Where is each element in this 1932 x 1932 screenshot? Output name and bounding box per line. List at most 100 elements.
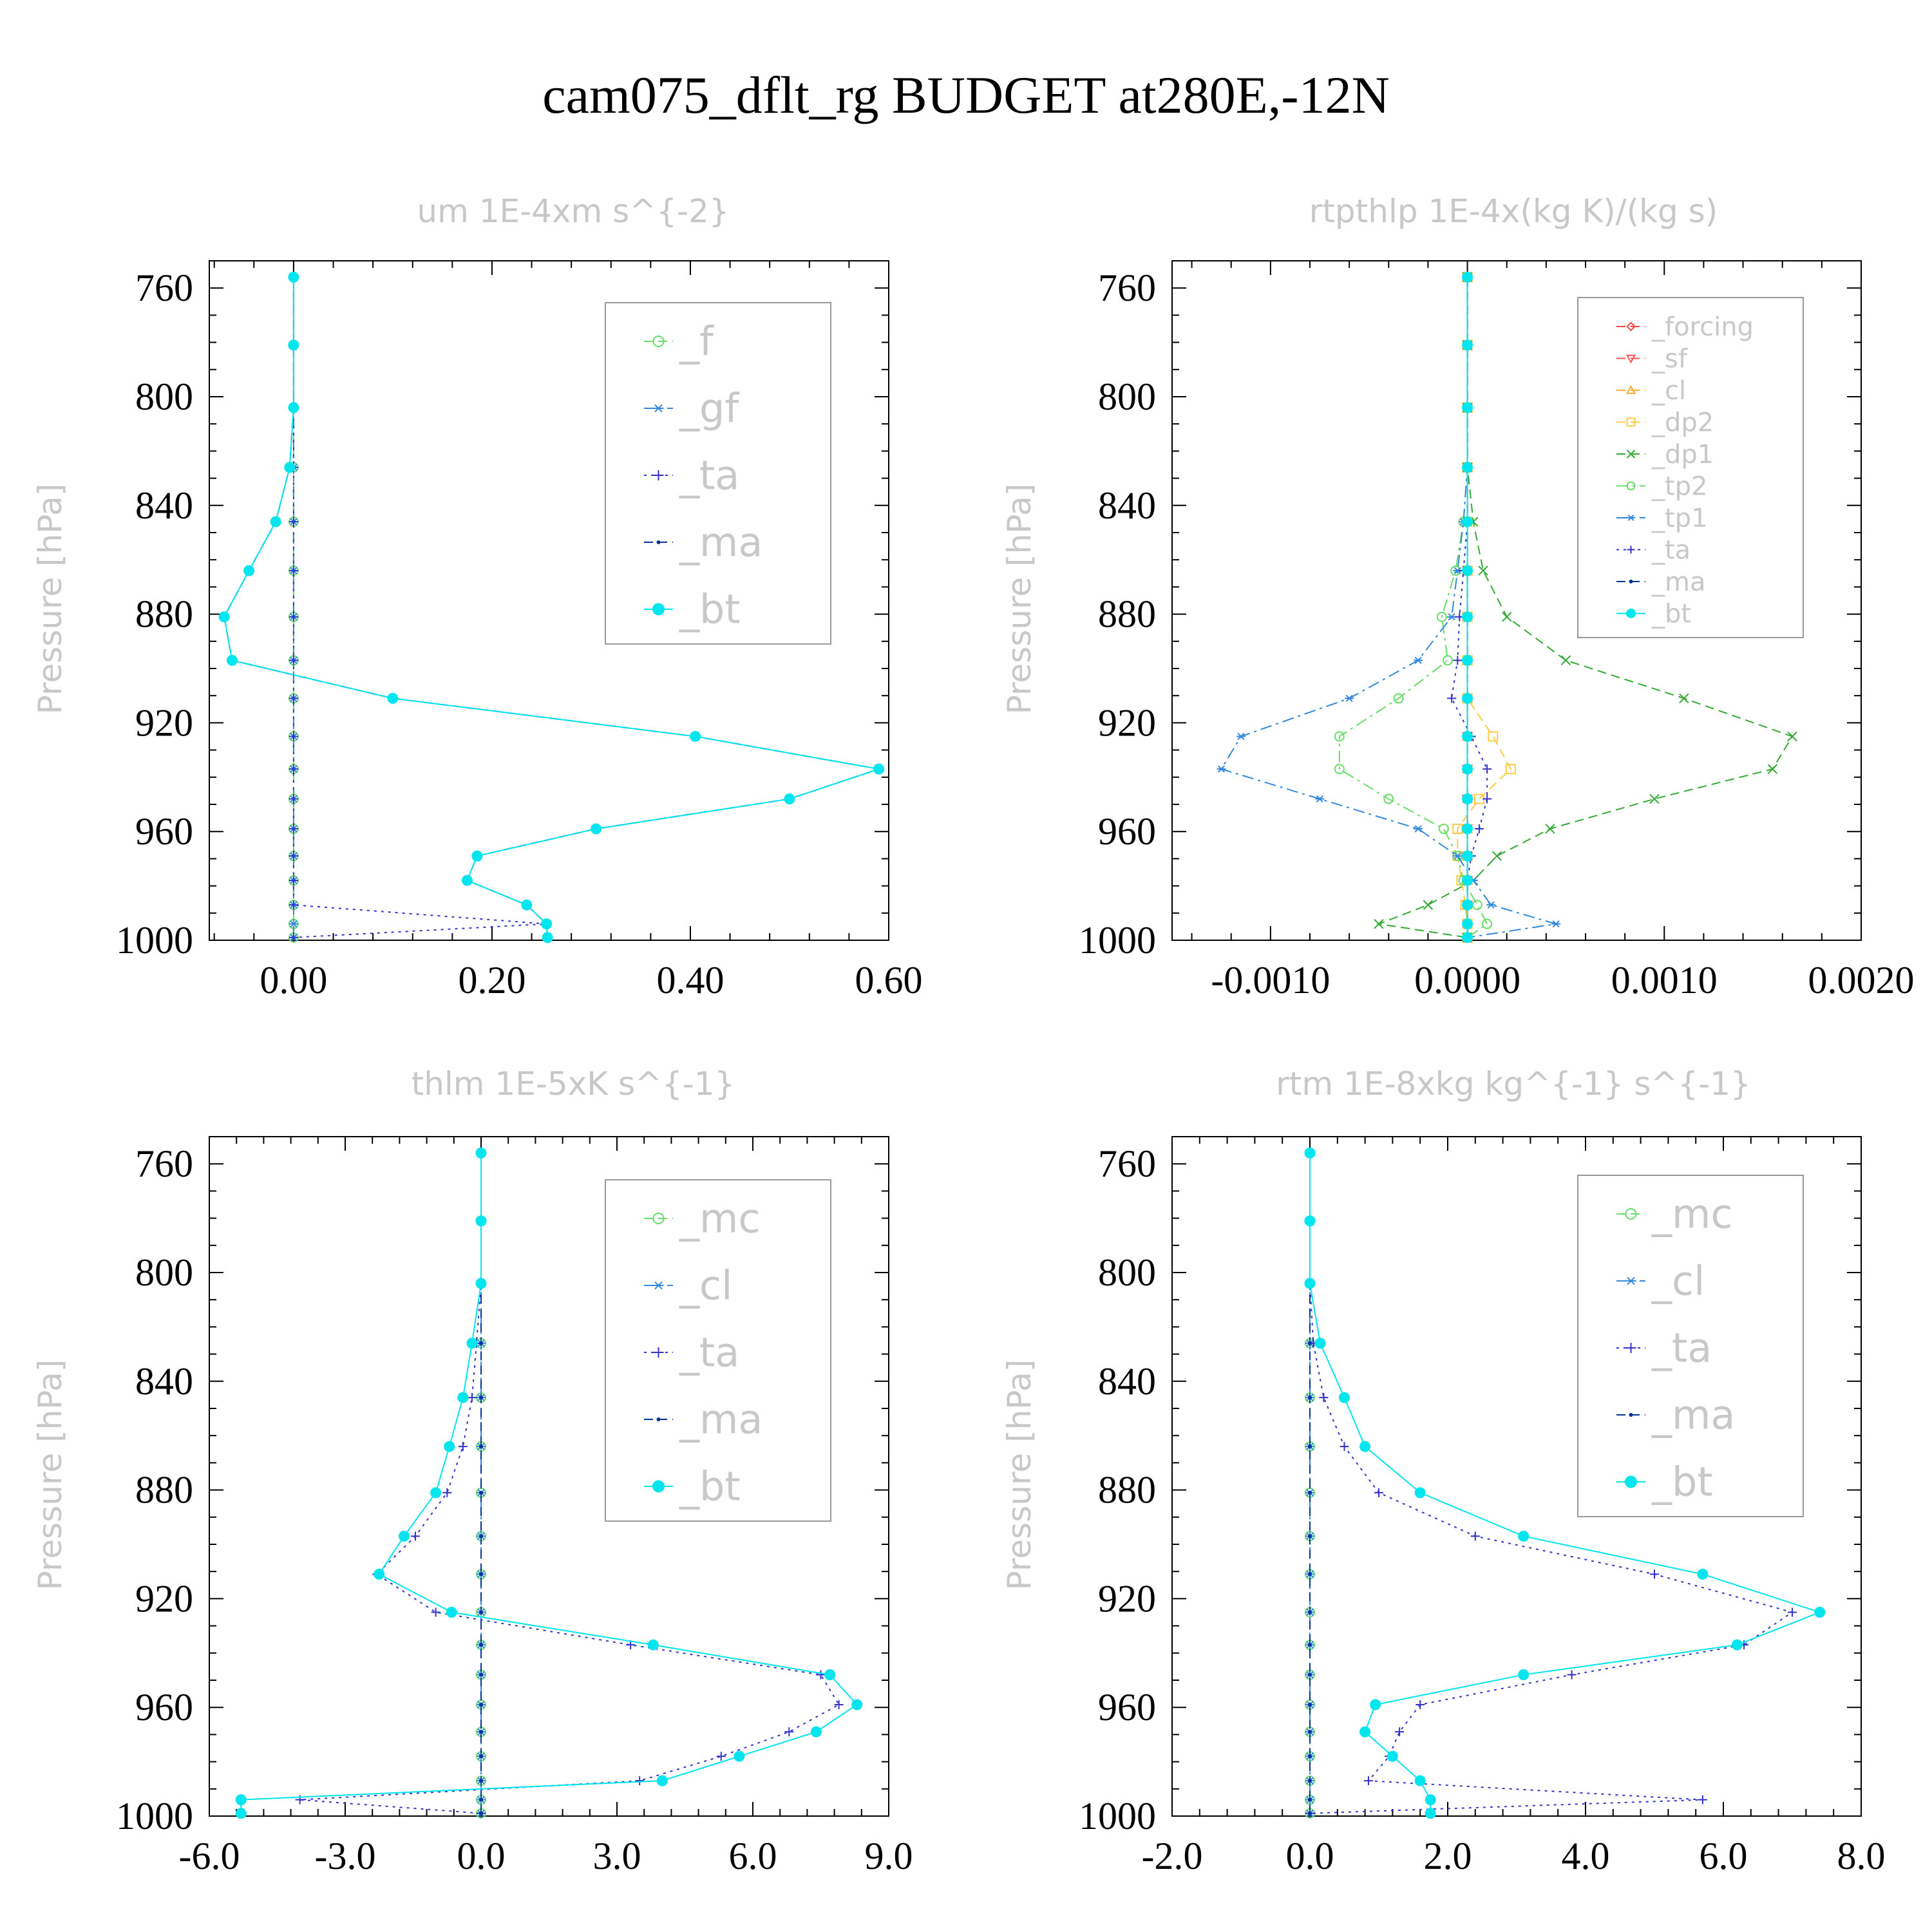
- data-point: [1462, 654, 1473, 666]
- legend-marker: [656, 1417, 661, 1421]
- data-point: [226, 654, 238, 666]
- legend-label: _ma: [679, 519, 762, 566]
- data-point: [479, 1572, 483, 1577]
- data-point: [411, 1531, 421, 1541]
- data-point: [656, 1775, 668, 1786]
- data-point: [289, 732, 298, 741]
- legend-label: _gf: [679, 385, 740, 432]
- legend: _forcing _sf_cl_dp2_dp1 _tp2_tp1 _ta_ma _bt: [1577, 297, 1804, 638]
- y-tick-label: 800: [1098, 375, 1156, 418]
- legend-label: _bt: [1651, 600, 1691, 629]
- data-point: [1236, 732, 1245, 741]
- y-tick-label: 920: [135, 1577, 193, 1620]
- data-point: [1345, 694, 1354, 703]
- data-point: [475, 1278, 487, 1289]
- legend-label: _ta: [679, 1329, 739, 1376]
- data-point: [1308, 1702, 1312, 1707]
- data-point: [1492, 851, 1502, 861]
- data-point: [1462, 402, 1473, 413]
- data-point: [816, 1670, 826, 1680]
- legend-marker: [1625, 354, 1636, 364]
- data-point: [1767, 764, 1778, 774]
- series-line: [292, 277, 547, 938]
- data-point: [851, 1699, 863, 1710]
- data-point: [1370, 1699, 1381, 1710]
- data-point: [1393, 693, 1404, 704]
- series-line: [223, 277, 879, 938]
- data-point: [1462, 763, 1473, 775]
- data-point: [1697, 1568, 1709, 1580]
- data-point: [1314, 1338, 1326, 1349]
- series-layer: [235, 1147, 863, 1819]
- data-point: [289, 694, 298, 703]
- data-point: [1315, 795, 1325, 803]
- legend-label: _sf: [1651, 345, 1688, 374]
- data-point: [784, 793, 795, 805]
- data-point: [289, 517, 298, 527]
- data-point: [479, 1730, 483, 1734]
- data-point: [442, 1488, 452, 1497]
- legend-label: _mc: [1651, 1191, 1732, 1238]
- legend: _mc _cl _ta _ma _bt: [605, 1179, 831, 1522]
- legend-label: _dp1: [1651, 440, 1714, 469]
- legend-label: _ma: [1651, 567, 1705, 597]
- data-point: [1462, 339, 1473, 351]
- series-line: [1457, 277, 1512, 938]
- x-tick-label: -2.0: [1142, 1835, 1203, 1877]
- data-point: [1474, 824, 1484, 833]
- data-point: [734, 1750, 745, 1762]
- data-point: [1505, 764, 1516, 775]
- data-point: [471, 850, 483, 862]
- y-tick-label: 880: [1098, 593, 1156, 636]
- data-point: [1545, 824, 1555, 834]
- data-point: [1340, 1442, 1349, 1452]
- data-point: [1518, 1669, 1530, 1681]
- data-point: [289, 920, 298, 928]
- data-point: [479, 1341, 483, 1345]
- data-point: [1304, 1147, 1316, 1159]
- y-tick-label: 760: [135, 1142, 193, 1185]
- data-point: [626, 1640, 636, 1650]
- panel-title: thlm 1E-5xK s^{-1}: [412, 1065, 735, 1103]
- legend-label: _dp2: [1651, 408, 1714, 438]
- legend-label: _ma: [679, 1396, 762, 1443]
- legend-label: _ta: [1651, 536, 1690, 565]
- data-point: [289, 876, 298, 886]
- data-point: [1308, 1754, 1312, 1759]
- x-tick-label: 0.60: [855, 959, 923, 1001]
- y-tick-label: 880: [1098, 1469, 1156, 1511]
- series-line: [1338, 277, 1488, 938]
- data-point: [1462, 899, 1473, 911]
- legend-marker: [1625, 1343, 1636, 1353]
- legend-label: _cl: [1651, 1258, 1705, 1305]
- legend-marker: [1625, 384, 1636, 394]
- data-point: [288, 271, 299, 283]
- data-point: [1308, 1396, 1312, 1400]
- data-point: [1217, 765, 1226, 773]
- panel-title: um 1E-4xm s^{-2}: [417, 193, 729, 230]
- data-point: [1462, 793, 1473, 805]
- legend-marker: [1626, 417, 1636, 427]
- y-tick-label: 840: [135, 1360, 193, 1403]
- data-point: [1470, 1531, 1480, 1541]
- data-point: [479, 1610, 483, 1615]
- y-axis-label: Pressure [hPa]: [32, 1359, 69, 1591]
- data-point: [479, 1672, 483, 1677]
- data-point: [690, 731, 701, 742]
- data-point: [1478, 565, 1488, 576]
- data-point: [1308, 1811, 1312, 1815]
- data-point: [479, 1396, 483, 1400]
- data-point: [1462, 516, 1473, 527]
- legend-marker: [1629, 1413, 1633, 1417]
- legend-label: _cl: [1651, 376, 1686, 406]
- series-layer: [1304, 1147, 1826, 1819]
- data-point: [1814, 1607, 1826, 1618]
- data-point: [479, 1444, 483, 1449]
- data-point: [284, 462, 296, 473]
- x-tick-label: 6.0: [729, 1835, 777, 1877]
- data-point: [270, 516, 281, 527]
- y-tick-label: 880: [135, 1469, 193, 1511]
- legend-marker: [656, 540, 661, 544]
- legend-marker: [1629, 580, 1633, 583]
